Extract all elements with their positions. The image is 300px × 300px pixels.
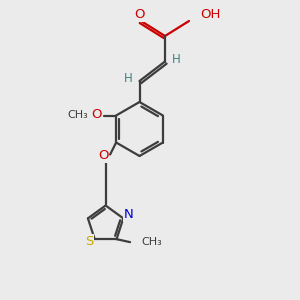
Text: S: S — [85, 235, 94, 248]
Text: N: N — [124, 208, 133, 221]
Text: O: O — [91, 108, 101, 121]
Text: O: O — [98, 149, 109, 162]
Text: H: H — [172, 53, 181, 66]
Text: H: H — [124, 72, 133, 86]
Text: O: O — [134, 8, 145, 21]
Text: OH: OH — [200, 8, 221, 21]
Text: CH₃: CH₃ — [141, 237, 162, 247]
Text: CH₃: CH₃ — [68, 110, 88, 120]
